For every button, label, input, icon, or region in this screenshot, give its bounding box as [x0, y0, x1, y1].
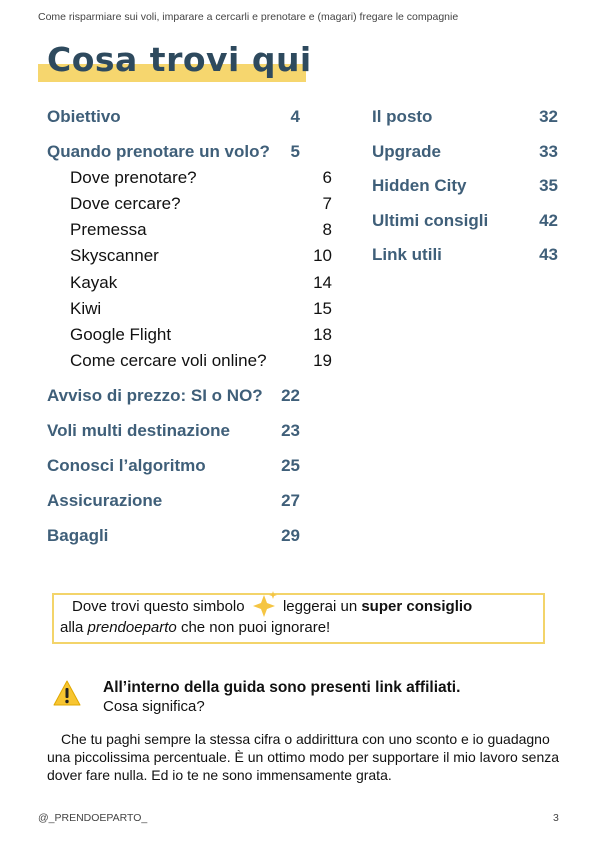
toc-page: 33	[539, 141, 558, 161]
toc-page: 23	[281, 420, 300, 440]
toc-page: 35	[539, 176, 558, 195]
toc-subpage: 8	[322, 220, 332, 240]
toc-entry: Bagagli	[47, 525, 109, 545]
toc-subentry: Kiwi	[70, 298, 102, 318]
toc-page: 32	[539, 107, 558, 126]
toc-subentry: Premessa	[70, 220, 147, 240]
toc-page: 25	[281, 455, 300, 475]
toc-page: 42	[539, 210, 558, 230]
running-title: Come risparmiare sui voli, imparare a ce…	[38, 11, 459, 23]
tip-callout	[52, 593, 545, 644]
toc-page: 43	[539, 245, 558, 264]
toc-subentry: Dove cercare?	[70, 194, 181, 214]
toc-page: 22	[281, 385, 300, 405]
toc-subentry: Dove prenotare?	[70, 168, 197, 188]
notice-body: Che tu paghi sempre la stessa cifra o ad…	[47, 731, 560, 783]
notice-question: Cosa significa?	[103, 698, 205, 715]
toc-page: 29	[281, 525, 300, 545]
toc-subentry: Google Flight	[70, 324, 172, 344]
toc-entry: Il posto	[372, 107, 433, 126]
toc-page: 4	[290, 107, 300, 126]
callout-text: alla	[60, 619, 84, 636]
toc-subentry: Skyscanner	[70, 246, 159, 266]
toc-subpage: 14	[313, 272, 332, 292]
toc-subpage: 6	[322, 168, 332, 188]
toc-page: 5	[290, 142, 300, 161]
toc-page: 27	[281, 490, 300, 510]
toc-subentry: Come cercare voli online?	[70, 350, 267, 370]
toc-entry: Link utili	[372, 245, 442, 264]
callout-text: che non puoi ignorare!	[180, 619, 331, 636]
footer-page-number: 3	[553, 812, 559, 824]
toc-subpage: 19	[313, 350, 332, 370]
notice-title: All’interno della guida sono presenti li…	[103, 679, 461, 696]
callout-text: Dove trovi questo simbolo	[72, 598, 245, 615]
toc-entry: Quando prenotare un volo?	[47, 142, 270, 161]
toc-subpage: 18	[313, 324, 332, 344]
toc-entry: Upgrade	[372, 141, 441, 161]
page-title: Cosa trovi qui	[47, 40, 312, 79]
sparkle-icon	[252, 591, 277, 617]
callout-line: alla prendoeparto che non puoi ignorare!	[60, 618, 330, 638]
toc-entry: Ultimi consigli	[372, 210, 489, 230]
toc-subpage: 10	[313, 246, 332, 266]
toc-entry: Conosci l’algoritmo	[47, 455, 206, 475]
toc-subpage: 7	[322, 194, 332, 214]
toc-entry: Avviso di prezzo: SI o NO?	[47, 385, 263, 405]
toc-entry: Hidden City	[372, 176, 467, 195]
title-highlight	[38, 64, 306, 82]
callout-line: Dove trovi questo simbolo leggerai un su…	[72, 591, 473, 617]
callout-italic: prendoeparto	[87, 619, 177, 636]
toc-entry: Voli multi destinazione	[47, 420, 230, 440]
callout-text: leggerai un	[282, 598, 358, 615]
toc-entry: Assicurazione	[47, 490, 163, 510]
toc-subpage: 15	[313, 298, 332, 318]
footer-handle: @_PRENDOEPARTO_	[38, 812, 148, 824]
toc-subentry: Kayak	[70, 272, 118, 292]
callout-bold: super consiglio	[361, 598, 473, 615]
warning-icon	[53, 680, 81, 706]
toc-entry: Obiettivo	[47, 107, 121, 126]
